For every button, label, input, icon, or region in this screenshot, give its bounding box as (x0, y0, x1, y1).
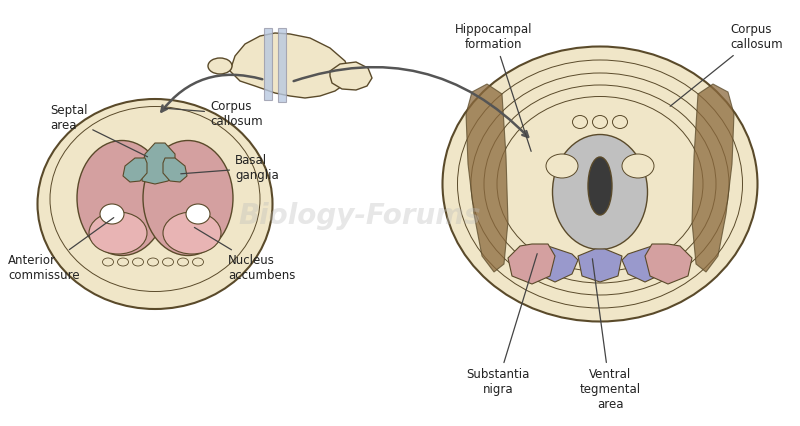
Ellipse shape (442, 46, 758, 322)
Polygon shape (278, 28, 286, 102)
Ellipse shape (186, 204, 210, 224)
Ellipse shape (77, 141, 167, 256)
Text: Anterior
commissure: Anterior commissure (8, 218, 114, 282)
Ellipse shape (143, 141, 233, 256)
Text: Hippocampal
formation: Hippocampal formation (455, 23, 533, 151)
Text: Corpus
callosum: Corpus callosum (165, 100, 262, 128)
Text: Ventral
tegmental
area: Ventral tegmental area (579, 259, 641, 411)
Ellipse shape (546, 154, 578, 178)
Polygon shape (142, 143, 175, 184)
Text: Septal
area: Septal area (50, 104, 147, 157)
Text: Corpus
callosum: Corpus callosum (670, 23, 782, 106)
Ellipse shape (100, 204, 124, 224)
Ellipse shape (89, 212, 147, 254)
Polygon shape (692, 84, 734, 272)
Ellipse shape (553, 135, 647, 250)
Ellipse shape (588, 157, 612, 215)
Text: Substantia
nigra: Substantia nigra (466, 253, 537, 396)
Polygon shape (163, 158, 187, 182)
Ellipse shape (38, 99, 273, 309)
Ellipse shape (613, 115, 627, 129)
Ellipse shape (573, 115, 587, 129)
Ellipse shape (163, 212, 221, 254)
Polygon shape (123, 158, 147, 182)
Polygon shape (264, 28, 272, 100)
Text: Biology-Forums: Biology-Forums (238, 202, 482, 230)
Polygon shape (535, 246, 578, 282)
Polygon shape (508, 244, 555, 284)
Ellipse shape (593, 115, 607, 129)
Ellipse shape (622, 154, 654, 178)
Text: Basal
ganglia: Basal ganglia (181, 154, 278, 182)
Polygon shape (645, 244, 692, 284)
Polygon shape (622, 246, 665, 282)
Polygon shape (230, 33, 350, 98)
Polygon shape (578, 249, 622, 282)
Ellipse shape (208, 58, 232, 74)
Text: Nucleus
accumbens: Nucleus accumbens (194, 227, 295, 282)
Polygon shape (330, 62, 372, 90)
Polygon shape (466, 84, 508, 272)
